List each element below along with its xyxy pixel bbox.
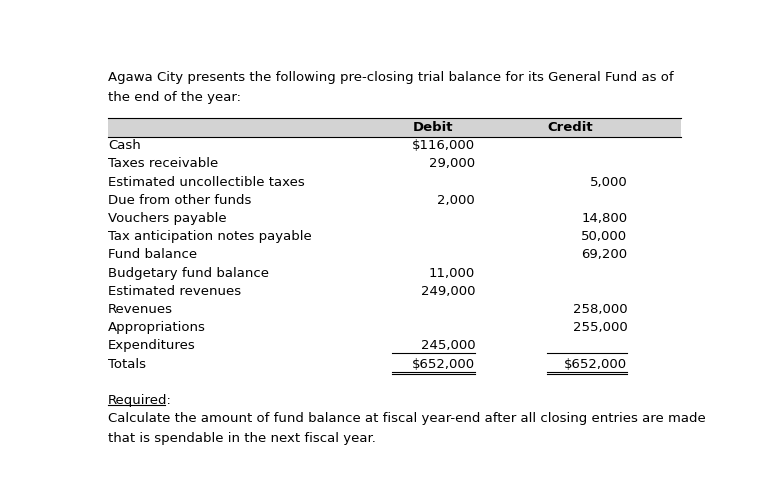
FancyBboxPatch shape — [108, 119, 681, 137]
Text: 50,000: 50,000 — [581, 230, 628, 243]
Text: 5,000: 5,000 — [590, 176, 628, 188]
Text: Taxes receivable: Taxes receivable — [108, 157, 219, 171]
Text: 258,000: 258,000 — [573, 303, 628, 316]
Text: Totals: Totals — [108, 358, 146, 370]
Text: Due from other funds: Due from other funds — [108, 194, 252, 207]
Text: $652,000: $652,000 — [412, 358, 475, 370]
Text: Cash: Cash — [108, 139, 141, 153]
Text: Agawa City presents the following pre-closing trial balance for its General Fund: Agawa City presents the following pre-cl… — [108, 71, 674, 104]
Text: Fund balance: Fund balance — [108, 248, 197, 261]
Text: $116,000: $116,000 — [412, 139, 475, 153]
Text: Debit: Debit — [413, 121, 454, 134]
Text: 249,000: 249,000 — [420, 285, 475, 298]
Text: Required:: Required: — [108, 394, 172, 407]
Text: Tax anticipation notes payable: Tax anticipation notes payable — [108, 230, 312, 243]
Text: Estimated revenues: Estimated revenues — [108, 285, 241, 298]
Text: 11,000: 11,000 — [429, 267, 475, 279]
Text: Budgetary fund balance: Budgetary fund balance — [108, 267, 270, 279]
Text: Revenues: Revenues — [108, 303, 173, 316]
Text: Calculate the amount of fund balance at fiscal year-end after all closing entrie: Calculate the amount of fund balance at … — [108, 412, 706, 445]
Text: Credit: Credit — [547, 121, 594, 134]
Text: 69,200: 69,200 — [581, 248, 628, 261]
Text: 245,000: 245,000 — [420, 339, 475, 352]
Text: Appropriations: Appropriations — [108, 321, 206, 334]
Text: $652,000: $652,000 — [564, 358, 628, 370]
Text: 2,000: 2,000 — [437, 194, 475, 207]
Text: 29,000: 29,000 — [429, 157, 475, 171]
Text: 14,800: 14,800 — [581, 212, 628, 225]
Text: Expenditures: Expenditures — [108, 339, 196, 352]
Text: Vouchers payable: Vouchers payable — [108, 212, 227, 225]
Text: Estimated uncollectible taxes: Estimated uncollectible taxes — [108, 176, 305, 188]
Text: 255,000: 255,000 — [573, 321, 628, 334]
